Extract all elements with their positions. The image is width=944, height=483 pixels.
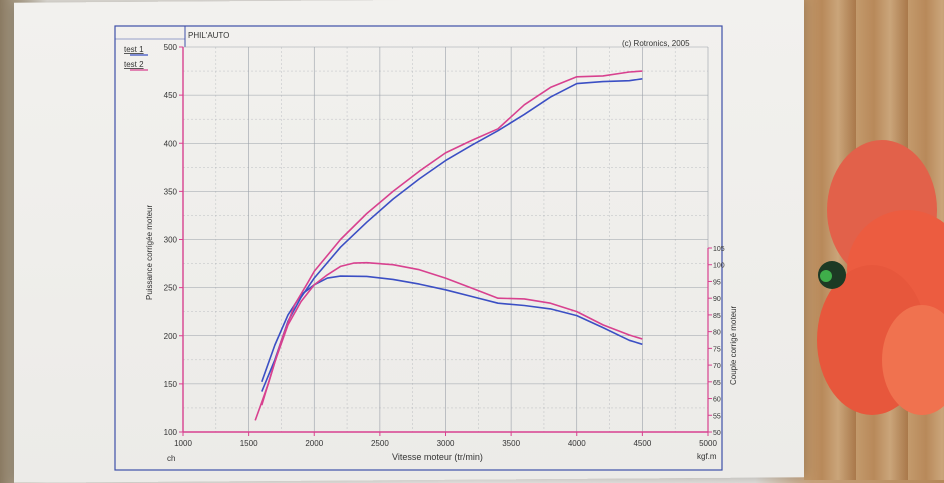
y-right-tick-label: 65	[713, 380, 721, 387]
y-right-tick-label: 100	[713, 263, 725, 270]
y-left-tick-label: 200	[164, 332, 178, 341]
x-tick-label: 1500	[240, 439, 258, 448]
x-tick-label: 3500	[502, 439, 520, 448]
y-left-tick-label: 350	[164, 187, 178, 196]
x-tick-label: 4000	[568, 439, 586, 448]
y-right-tick-label: 95	[713, 279, 721, 286]
x-tick-label: 5000	[699, 439, 717, 448]
y-axis-left-label: Puissance corrigée moteur	[145, 205, 154, 300]
y-right-tick-label: 80	[713, 330, 721, 337]
y-left-tick-label: 100	[164, 428, 178, 437]
x-tick-label: 3000	[437, 439, 455, 448]
x-axis-label: Vitesse moteur (tr/min)	[392, 452, 483, 462]
x-tick-label: 2500	[371, 439, 389, 448]
outer-frame	[114, 25, 723, 471]
y-right-tick-label: 60	[713, 397, 721, 404]
y-left-tick-label: 500	[164, 43, 178, 52]
power-line-1	[261, 78, 643, 392]
y-axis-right-label: Couple corrigé moteur	[729, 306, 738, 385]
legend-item-test-1: test 1	[124, 45, 144, 54]
unit-left: ch	[167, 454, 175, 463]
y-right-tick-label: 90	[713, 296, 721, 303]
y-left-tick-label: 400	[164, 139, 178, 148]
chart-grid	[182, 46, 709, 433]
power-line-2	[254, 70, 643, 421]
y-left-tick-label: 250	[164, 284, 178, 293]
chart-frame	[114, 25, 723, 471]
torque-line-1	[261, 275, 643, 383]
y-right-tick-label: 50	[713, 430, 721, 437]
y-right-tick-label: 55	[713, 413, 721, 420]
chart-axes: 1000 1500 2000 2500 3000 3500 4000 4500 5000 100 1…	[164, 43, 725, 448]
unit-right: kgf.m	[697, 452, 717, 461]
red-flower-decoration	[817, 140, 944, 415]
y-right-tick-label: 105	[713, 246, 725, 253]
torque-line-2	[261, 261, 643, 406]
chart-series	[254, 70, 643, 421]
y-left-tick-label: 300	[164, 236, 178, 245]
y-left-tick-label: 150	[164, 380, 178, 389]
y-right-tick-label: 75	[713, 346, 721, 353]
y-left-tick-label: 450	[164, 91, 178, 100]
x-tick-label: 2000	[305, 439, 323, 448]
x-tick-label: 4500	[633, 439, 651, 448]
x-tick-label: 1000	[174, 439, 192, 448]
header-right: (c) Rotronics, 2005	[622, 39, 690, 48]
legend-item-test-2: test 2	[124, 60, 144, 69]
header-left: PHIL'AUTO	[188, 31, 229, 40]
y-right-tick-label: 70	[713, 363, 721, 370]
y-right-tick-label: 85	[713, 313, 721, 320]
